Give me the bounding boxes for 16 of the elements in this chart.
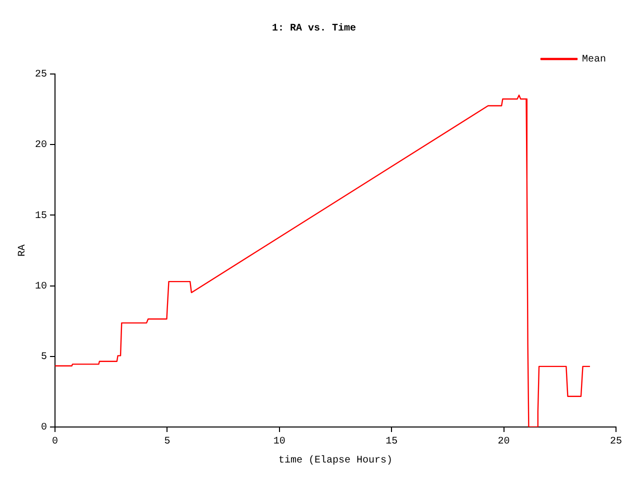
y-tick-label: 10 [34, 281, 47, 292]
chart-title: 1: RA vs. Time [272, 22, 356, 35]
y-tick-label: 25 [34, 70, 47, 81]
x-tick-label: 20 [498, 436, 510, 448]
y-tick-label: 15 [34, 210, 47, 222]
x-tick-label: 15 [386, 436, 398, 448]
y-tick-label: 0 [40, 422, 47, 434]
x-axis-title: time (Elapse Hours) [278, 454, 393, 467]
x-tick-label: 0 [52, 436, 58, 448]
x-tick-label: 10 [273, 436, 286, 448]
y-tick-label: 5 [40, 352, 47, 364]
y-tick-label: 20 [34, 140, 47, 152]
x-tick-label: 25 [610, 436, 622, 448]
x-tick-label: 5 [164, 436, 170, 448]
y-axis-title: RA [18, 244, 29, 257]
legend-label: Mean [582, 54, 606, 66]
